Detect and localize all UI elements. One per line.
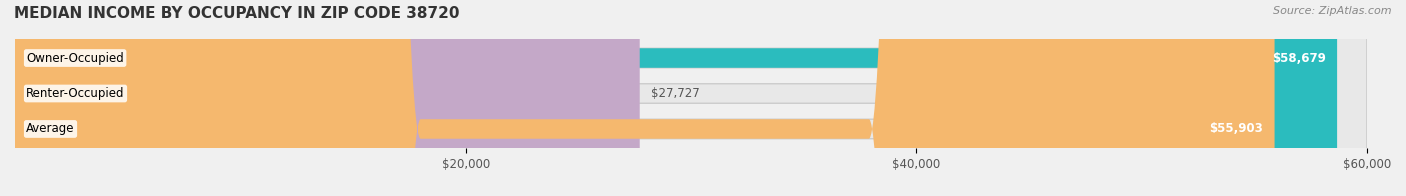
FancyBboxPatch shape — [15, 0, 640, 196]
FancyBboxPatch shape — [15, 0, 1275, 196]
Text: $27,727: $27,727 — [651, 87, 700, 100]
Text: Renter-Occupied: Renter-Occupied — [27, 87, 125, 100]
Text: Owner-Occupied: Owner-Occupied — [27, 52, 124, 64]
Text: $58,679: $58,679 — [1272, 52, 1326, 64]
Text: $55,903: $55,903 — [1209, 122, 1264, 135]
FancyBboxPatch shape — [15, 0, 1367, 196]
Text: MEDIAN INCOME BY OCCUPANCY IN ZIP CODE 38720: MEDIAN INCOME BY OCCUPANCY IN ZIP CODE 3… — [14, 6, 460, 21]
Text: Source: ZipAtlas.com: Source: ZipAtlas.com — [1274, 6, 1392, 16]
FancyBboxPatch shape — [15, 0, 1367, 196]
Text: Average: Average — [27, 122, 75, 135]
FancyBboxPatch shape — [15, 0, 1337, 196]
FancyBboxPatch shape — [15, 0, 1367, 196]
